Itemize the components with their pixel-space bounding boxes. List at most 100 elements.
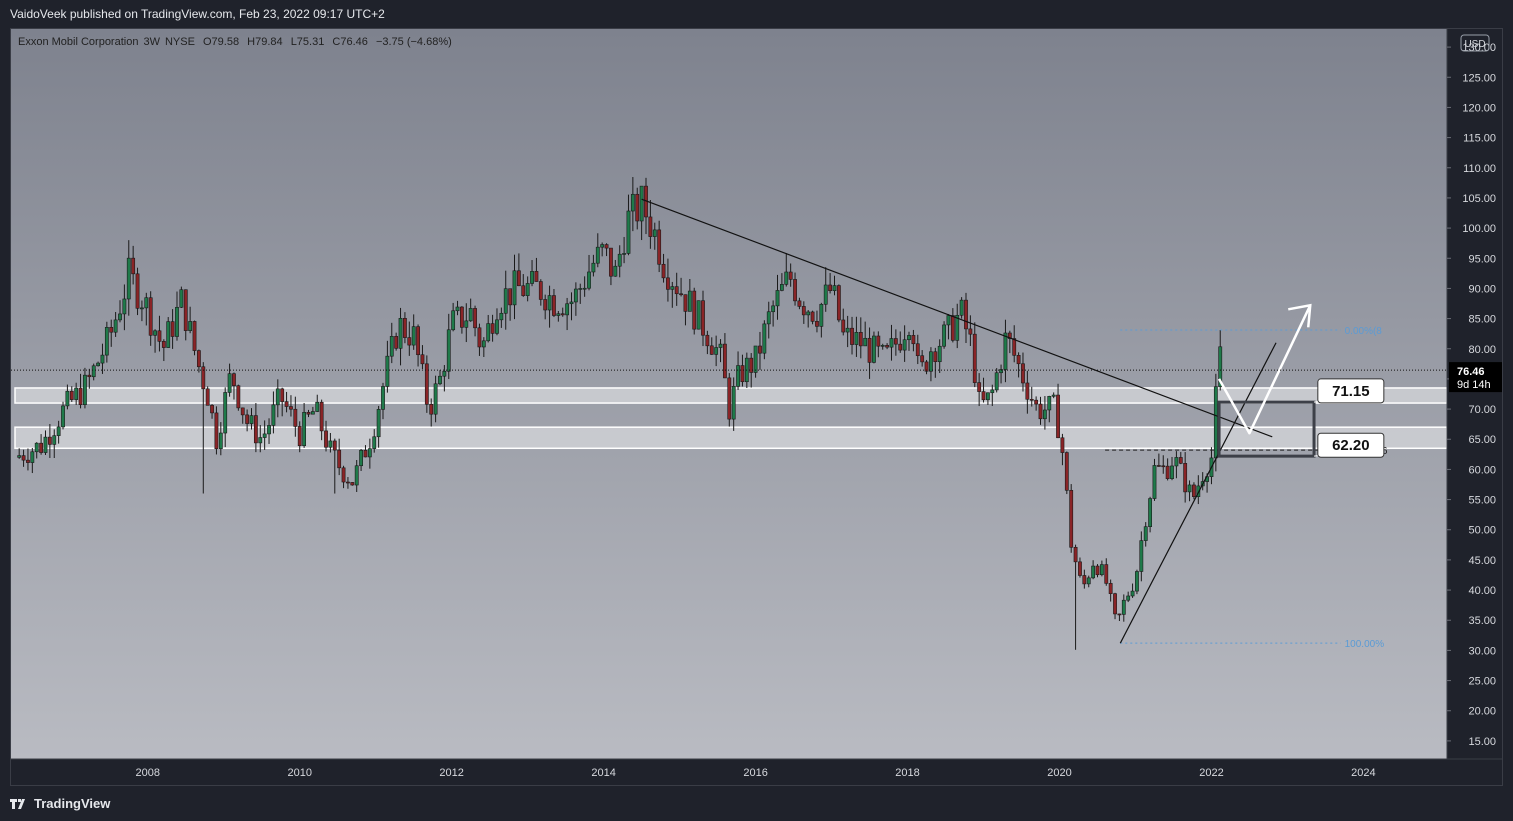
tradingview-logo[interactable]: TradingView [10, 796, 110, 811]
candle-body [933, 351, 938, 363]
candle-body [705, 334, 710, 347]
candle-body [1012, 338, 1017, 356]
candle-body [898, 343, 903, 351]
candle-body [560, 313, 565, 316]
publication-header: VaidoVeek published on TradingView.com, … [0, 0, 1513, 28]
candle-body [508, 288, 513, 306]
y-tick-label: 35.00 [1468, 615, 1496, 627]
candle-body [1051, 394, 1056, 397]
candle-body [460, 306, 464, 328]
candle-body [696, 300, 701, 330]
candle-body [815, 321, 819, 327]
candle-body [21, 455, 26, 461]
candle-body [1152, 465, 1157, 499]
candle-body [122, 298, 127, 315]
candle-body [157, 330, 162, 342]
candle-body [118, 313, 122, 321]
candle-body [775, 290, 780, 307]
candle-body [78, 387, 83, 405]
candle-body [227, 373, 232, 393]
candle-body [34, 442, 39, 453]
callout-box [1317, 378, 1385, 404]
candle-body [495, 319, 499, 334]
candle-body [731, 386, 736, 420]
candle-body [806, 311, 811, 316]
candle-body [968, 328, 973, 335]
candle-body [652, 229, 657, 237]
candle-body [446, 329, 451, 372]
candle-body [1187, 484, 1192, 493]
candle-body [530, 271, 534, 284]
candle-body [245, 414, 250, 424]
projection-arrow [1217, 304, 1312, 435]
candle-body [582, 287, 587, 290]
support-zone [14, 426, 1448, 450]
candle-body [258, 437, 263, 444]
candle-body [52, 435, 57, 445]
y-tick-label: 45.00 [1468, 555, 1496, 567]
candle-body [994, 372, 999, 391]
candle-body [354, 465, 359, 486]
candle-body [1104, 564, 1109, 584]
candle-body [552, 295, 556, 316]
candle-body [280, 388, 285, 402]
candle-body [297, 426, 302, 447]
y-tick-label: 100.00 [1462, 223, 1496, 235]
candle-body [990, 389, 995, 394]
price-chart[interactable]: 0.00%(838.20%(6100.00%71.1562.2015.0020.… [11, 29, 1503, 786]
candle-body [104, 327, 109, 356]
candle-body [1086, 577, 1091, 585]
candle-body [424, 363, 429, 405]
candle-body [205, 388, 210, 406]
candle-body [1108, 583, 1113, 594]
candle-body [293, 408, 298, 427]
candle-body [47, 436, 52, 445]
candle-body [30, 451, 35, 463]
candle-body [416, 326, 420, 356]
candle-body [876, 335, 881, 347]
candle-body [39, 442, 43, 453]
candle-body [148, 297, 153, 336]
candle-body [346, 481, 350, 484]
candle-body [1196, 485, 1201, 497]
candle-body [587, 271, 591, 289]
candle-body [740, 365, 745, 383]
candle-body [670, 286, 675, 290]
candle-body [1165, 465, 1170, 479]
candle-body [1130, 590, 1135, 597]
candle-body [61, 405, 65, 428]
y-tick-label: 110.00 [1463, 163, 1496, 175]
candle-body [723, 343, 727, 379]
x-tick-label: 2024 [1351, 767, 1375, 779]
candle-body [911, 335, 916, 345]
chart-frame[interactable]: 0.00%(838.20%(6100.00%71.1562.2015.0020.… [10, 28, 1503, 786]
candle-body [1156, 465, 1161, 467]
candle-body [872, 335, 876, 363]
candle-body [981, 391, 986, 401]
candle-body [929, 351, 933, 372]
candle-body [140, 307, 144, 310]
candle-body [100, 354, 105, 364]
candle-body [74, 387, 79, 400]
candle-body [648, 216, 653, 237]
candle-body [407, 337, 412, 346]
footer-brand: TradingView [34, 796, 111, 811]
symbol-name[interactable]: Exxon Mobil Corporation [18, 36, 139, 48]
candle-body [131, 257, 136, 275]
candle-body [126, 257, 131, 300]
trendline [1119, 342, 1277, 644]
candle-body [1091, 565, 1096, 579]
candle-body [1003, 332, 1008, 370]
x-tick-label: 2008 [136, 767, 160, 779]
candle-body [1121, 599, 1126, 615]
candle-body [828, 284, 833, 291]
candle-body [197, 350, 201, 368]
bar-countdown: 9d 14h [1457, 379, 1491, 391]
candle-body [253, 415, 258, 444]
candle-body [779, 284, 784, 291]
candle-body [56, 426, 61, 436]
candle-body [403, 318, 407, 338]
candle-body [950, 315, 955, 341]
candle-body [1047, 396, 1052, 411]
candle-body [841, 319, 846, 333]
